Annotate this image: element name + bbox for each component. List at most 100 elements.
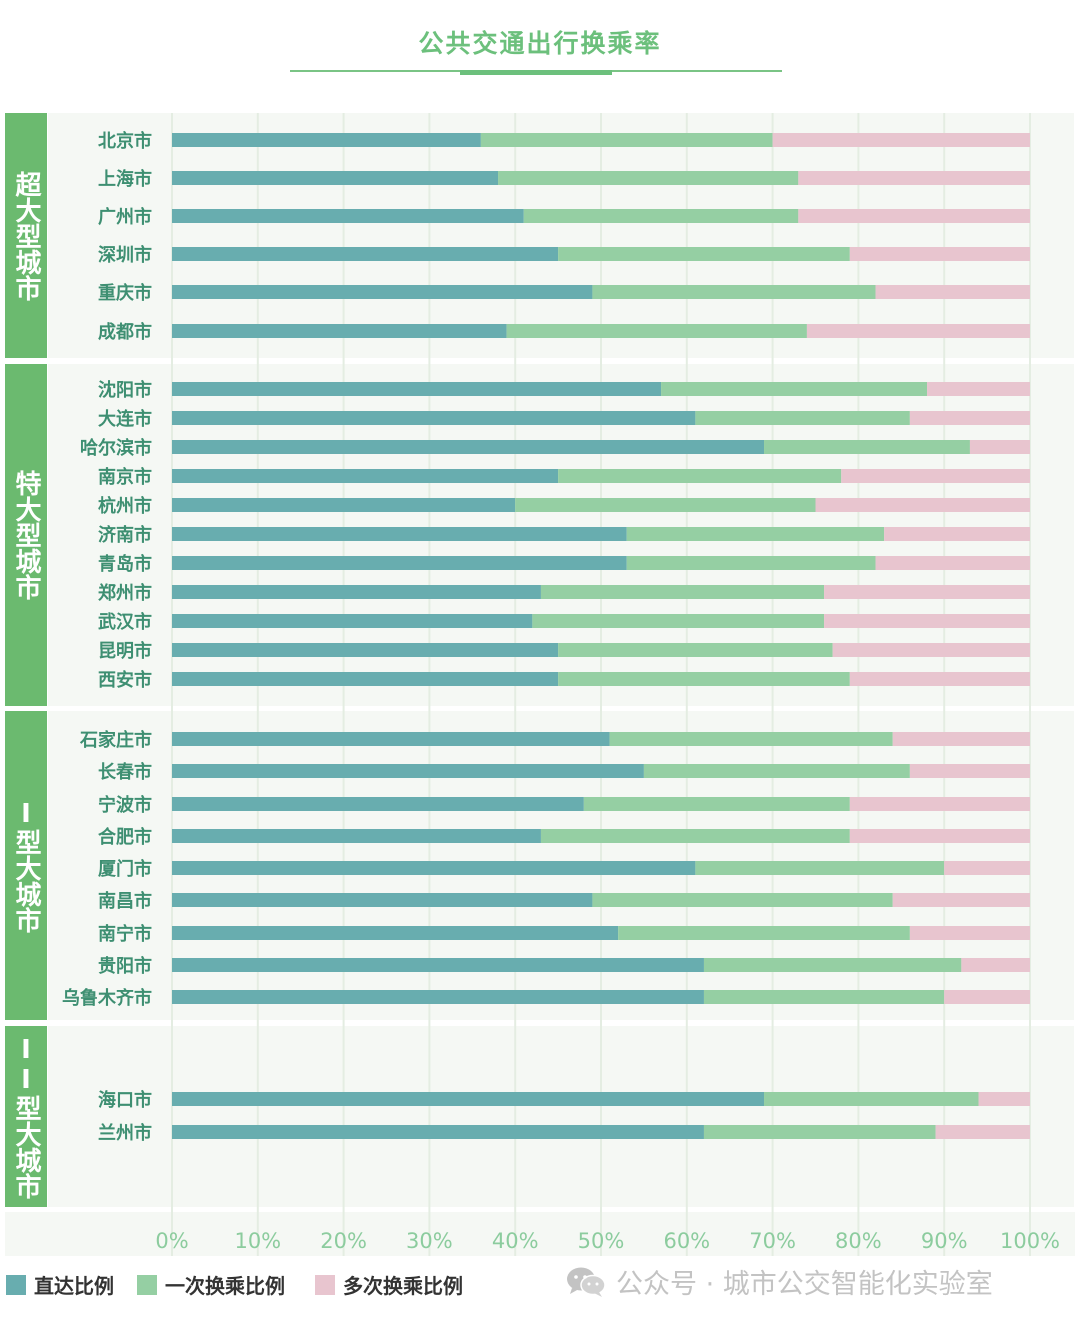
city-label: 长春市 — [98, 761, 152, 783]
bar-segment-one-transfer — [515, 498, 816, 512]
bar-segment-direct — [172, 829, 541, 843]
city-label: 石家庄市 — [79, 729, 152, 751]
city-label: 昆明市 — [98, 640, 152, 662]
x-tick-label: 50% — [578, 1229, 625, 1253]
bar-segment-one-transfer — [764, 1092, 979, 1106]
city-label: 南京市 — [98, 466, 152, 488]
city-label: 广州市 — [98, 206, 152, 228]
bar-segment-direct — [172, 732, 610, 746]
group-background — [48, 1026, 1074, 1207]
bar-segment-one-transfer — [592, 285, 876, 299]
bar-segment-direct — [172, 990, 704, 1004]
x-tick-label: 20% — [320, 1229, 367, 1253]
bar-segment-one-transfer — [540, 585, 825, 599]
x-axis-strip — [5, 1212, 1075, 1256]
legend-swatch — [137, 1274, 157, 1295]
bar-segment-direct — [172, 861, 696, 875]
x-tick-label: 10% — [234, 1229, 281, 1253]
wechat-icon — [567, 1267, 606, 1297]
bar-segment-direct — [172, 797, 584, 811]
bar-segment-multi-transfer — [884, 527, 1030, 541]
bar-segment-one-transfer — [592, 893, 893, 907]
legend-label: 多次换乘比例 — [343, 1274, 463, 1298]
bar-segment-one-transfer — [558, 672, 850, 686]
city-label: 重庆市 — [98, 282, 152, 304]
bar-segment-one-transfer — [695, 411, 910, 425]
bar-segment-multi-transfer — [798, 171, 1030, 185]
group-label: 超大型城市 — [5, 113, 47, 358]
legend-swatch — [6, 1274, 26, 1295]
bar-segment-direct — [172, 614, 533, 628]
city-label: 大连市 — [98, 408, 152, 430]
bar-segment-multi-transfer — [909, 764, 1030, 778]
city-label: 海口市 — [98, 1089, 152, 1111]
bar-segment-one-transfer — [498, 171, 799, 185]
group-label: I型大城市 — [5, 711, 47, 1020]
bar-segment-multi-transfer — [824, 614, 1030, 628]
bar-segment-direct — [172, 209, 524, 223]
bar-segment-multi-transfer — [978, 1092, 1030, 1106]
bar-segment-one-transfer — [703, 990, 945, 1004]
bar-segment-multi-transfer — [824, 585, 1030, 599]
x-tick-label: 30% — [406, 1229, 453, 1253]
bar-segment-direct — [172, 469, 559, 483]
city-label: 宁波市 — [98, 794, 152, 816]
bar-segment-multi-transfer — [892, 893, 1030, 907]
city-label: 西安市 — [98, 669, 152, 691]
bar-segment-multi-transfer — [969, 440, 1030, 454]
city-label: 沈阳市 — [98, 379, 152, 401]
bar-segment-one-transfer — [618, 926, 910, 940]
bar-segment-one-transfer — [703, 1125, 936, 1139]
bar-segment-one-transfer — [643, 764, 910, 778]
watermark: 公众号 · 城市公交智能化实验室 — [566, 1262, 993, 1301]
bar-segment-multi-transfer — [815, 498, 1030, 512]
city-label: 贵阳市 — [98, 955, 152, 977]
city-label: 武汉市 — [98, 611, 152, 633]
bar-segment-multi-transfer — [935, 1125, 1030, 1139]
bar-segment-direct — [172, 285, 593, 299]
city-label: 济南市 — [98, 524, 152, 546]
bar-segment-direct — [172, 926, 619, 940]
chart-title: 公共交通出行换乘率 — [418, 29, 662, 58]
x-tick-label: 100% — [1000, 1229, 1060, 1253]
bar-segment-multi-transfer — [849, 672, 1030, 686]
city-label: 北京市 — [98, 130, 152, 152]
bar-segment-multi-transfer — [927, 382, 1030, 396]
bar-segment-multi-transfer — [832, 643, 1030, 657]
bar-segment-direct — [172, 643, 559, 657]
bar-segment-direct — [172, 585, 541, 599]
city-label: 青岛市 — [98, 553, 152, 575]
bar-segment-one-transfer — [532, 614, 825, 628]
bar-segment-one-transfer — [506, 324, 807, 338]
x-tick-label: 80% — [835, 1229, 882, 1253]
bar-segment-direct — [172, 133, 481, 147]
bar-segment-one-transfer — [558, 469, 842, 483]
bar-segment-multi-transfer — [849, 829, 1030, 843]
legend-label: 一次换乘比例 — [165, 1274, 285, 1298]
city-label: 乌鲁木齐市 — [62, 987, 152, 1009]
x-tick-label: 60% — [663, 1229, 710, 1253]
city-label: 成都市 — [98, 321, 152, 343]
city-label: 深圳市 — [98, 244, 152, 266]
bar-segment-multi-transfer — [944, 990, 1030, 1004]
bar-segment-multi-transfer — [944, 861, 1030, 875]
bar-segment-direct — [172, 171, 499, 185]
group-background — [48, 113, 1074, 358]
bar-segment-one-transfer — [558, 247, 850, 261]
city-label: 兰州市 — [98, 1122, 152, 1144]
bar-segment-one-transfer — [626, 527, 885, 541]
bar-segment-direct — [172, 1125, 704, 1139]
bar-segment-direct — [172, 411, 696, 425]
city-label: 杭州市 — [98, 495, 152, 517]
bar-segment-one-transfer — [609, 732, 893, 746]
bar-segment-one-transfer — [480, 133, 773, 147]
bar-segment-direct — [172, 498, 516, 512]
city-label: 合肥市 — [98, 826, 152, 848]
bar-segment-multi-transfer — [909, 926, 1030, 940]
legend-swatch — [315, 1274, 335, 1295]
bar-segment-one-transfer — [583, 797, 850, 811]
city-label: 厦门市 — [98, 858, 152, 880]
bar-segment-direct — [172, 527, 627, 541]
group-label: II型大城市 — [5, 1026, 47, 1207]
